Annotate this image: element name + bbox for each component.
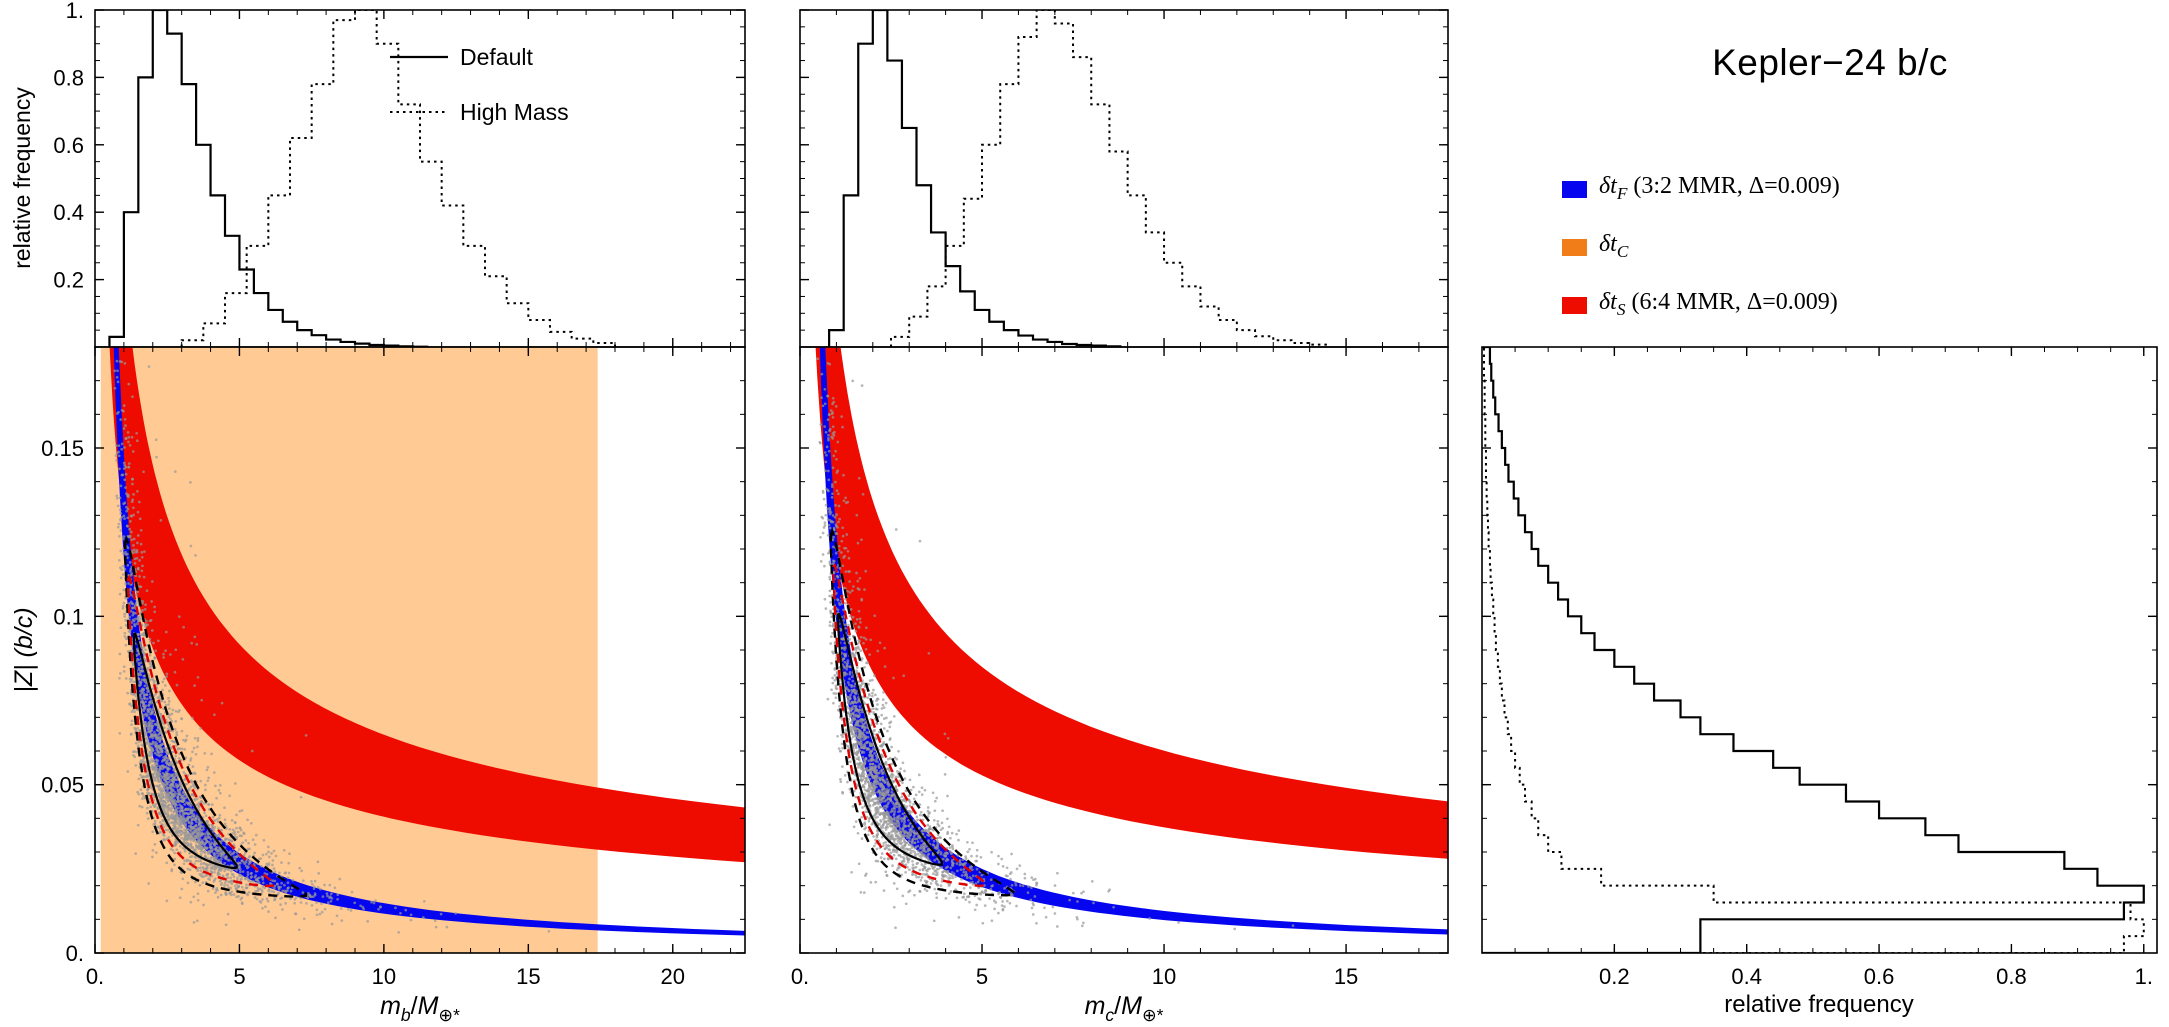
delta-t-symbol: δt xyxy=(1599,288,1617,315)
subscript-C: C xyxy=(1616,241,1629,261)
y-tick-label: 0.1 xyxy=(53,604,84,629)
major-ticks xyxy=(1482,347,2157,953)
legend-item-dtF: δtF (3:2 MMR, Δ=0.009) xyxy=(1562,172,2169,208)
x-tick-label: 15 xyxy=(516,964,540,989)
panel-hist-absZ: 0.2 0.4 0.6 0.8 1. xyxy=(1481,346,2158,989)
contour-solid-0 xyxy=(132,632,238,870)
panel-scatter-mb-z: 0. 5 10 15 20 0. 0.05 0.1 0.15 xyxy=(41,346,746,989)
x-axis-label-mb: mb/M⊕* xyxy=(380,992,460,1025)
figure-title: Kepler−24 b/c xyxy=(1712,42,1948,83)
x-tick-label: 1. xyxy=(2135,964,2153,989)
y-axis-label-relative-frequency: relative frequency xyxy=(9,87,35,269)
red-mmr-band xyxy=(109,347,745,863)
panel-hist-mc xyxy=(799,9,1449,348)
blue-swatch xyxy=(1562,181,1587,199)
plot-content xyxy=(108,10,616,347)
minor-ticks xyxy=(94,346,745,954)
legend-item-dtS: δtS (6:4 MMR, Δ=0.009) xyxy=(1562,288,2169,324)
x-tick-label: 0.6 xyxy=(1864,964,1895,989)
title-and-legend: Kepler−24 b/c δtF (3:2 MMR, Δ=0.009) δtC… xyxy=(1490,42,2169,323)
major-ticks xyxy=(95,9,745,347)
x-tick-label: 0.8 xyxy=(1996,964,2027,989)
plot-frame xyxy=(94,9,746,348)
red-swatch xyxy=(1562,296,1587,314)
delta-t-symbol: δt xyxy=(1599,173,1617,199)
contour-solid-0 xyxy=(837,613,944,866)
x-tick-label: 0.2 xyxy=(1599,964,1630,989)
legend-detail: (6:4 MMR, Δ=0.009) xyxy=(1625,288,1838,315)
subscript-F: F xyxy=(1616,183,1628,203)
subscript-S: S xyxy=(1616,299,1626,319)
panel-scatter-mc-z: 0. 5 10 15 xyxy=(791,346,1449,989)
y-tick-label: 1. xyxy=(66,0,84,23)
legend-label-dtF: δtF (3:2 MMR, Δ=0.009) xyxy=(1599,172,1840,208)
contour-dashed-1 xyxy=(829,527,1016,897)
minor-ticks xyxy=(94,9,745,348)
minor-ticks xyxy=(1481,346,2157,954)
plot-content xyxy=(1482,347,2145,953)
contour-dashed-2 xyxy=(126,574,276,888)
y-tick-label: 0.2 xyxy=(53,268,84,293)
y-tick-label: 0.15 xyxy=(41,436,84,461)
hist-series-high-mass xyxy=(1482,347,2145,953)
legend-detail: (3:2 MMR, Δ=0.009) xyxy=(1627,173,1840,199)
y-axis-label-absZ: |Z| (b/c) xyxy=(10,607,38,692)
x-tick-label: 20 xyxy=(661,964,685,989)
y-tick-label: 0.8 xyxy=(53,65,84,90)
minor-ticks xyxy=(799,346,1448,954)
x-tick-label: 5 xyxy=(233,964,245,989)
panel-hist-mb: 0.2 0.4 0.6 0.8 1. Default High Mass xyxy=(53,0,746,348)
x-tick-label: 0.4 xyxy=(1731,964,1762,989)
x-tick-label: 15 xyxy=(1334,964,1358,989)
y-tick-label: 0.6 xyxy=(53,133,84,158)
plot-content xyxy=(828,10,1329,347)
plot-content xyxy=(815,347,1448,935)
y-tick-label: 0. xyxy=(66,941,84,966)
delta-t-symbol: δt xyxy=(1599,230,1617,257)
hist-series-default xyxy=(828,10,1122,347)
legend-label-dtC: δtC xyxy=(1599,230,1628,266)
contour-dashed-2 xyxy=(832,563,987,888)
y-tick-label: 0.05 xyxy=(41,773,84,798)
legend-item-dtC: δtC xyxy=(1562,230,2169,266)
plot-frame xyxy=(1481,346,2158,954)
orange-swatch xyxy=(1562,239,1587,257)
legend-entry-label: Default xyxy=(460,44,533,70)
minor-ticks xyxy=(799,9,1448,348)
red-mmr-band xyxy=(815,347,1448,859)
legend-entry-label: High Mass xyxy=(460,99,569,125)
hist-series-default xyxy=(1482,347,2145,953)
hist-line-legend: Default High Mass xyxy=(390,44,569,125)
contour-dashed-1 xyxy=(124,535,308,898)
x-tick-label: 10 xyxy=(1152,964,1176,989)
plot-content xyxy=(100,347,745,953)
hist-series-high-mass xyxy=(180,10,616,347)
x-axis-label-relative-frequency: relative frequency xyxy=(1724,991,1913,1018)
hist-series-default xyxy=(108,10,429,347)
x-tick-label: 0. xyxy=(86,964,104,989)
y-tick-label: 0.4 xyxy=(53,200,84,225)
x-axis-label-mc: mc/M⊕* xyxy=(1085,992,1164,1025)
x-tick-label: 5 xyxy=(976,964,988,989)
x-tick-label: 10 xyxy=(372,964,396,989)
hist-series-high-mass xyxy=(890,10,1329,347)
legend-label-dtS: δtS (6:4 MMR, Δ=0.009) xyxy=(1599,288,1838,324)
mmr-legend: δtF (3:2 MMR, Δ=0.009) δtC δtS (6:4 MMR,… xyxy=(1490,172,2169,323)
x-tick-label: 0. xyxy=(791,964,809,989)
